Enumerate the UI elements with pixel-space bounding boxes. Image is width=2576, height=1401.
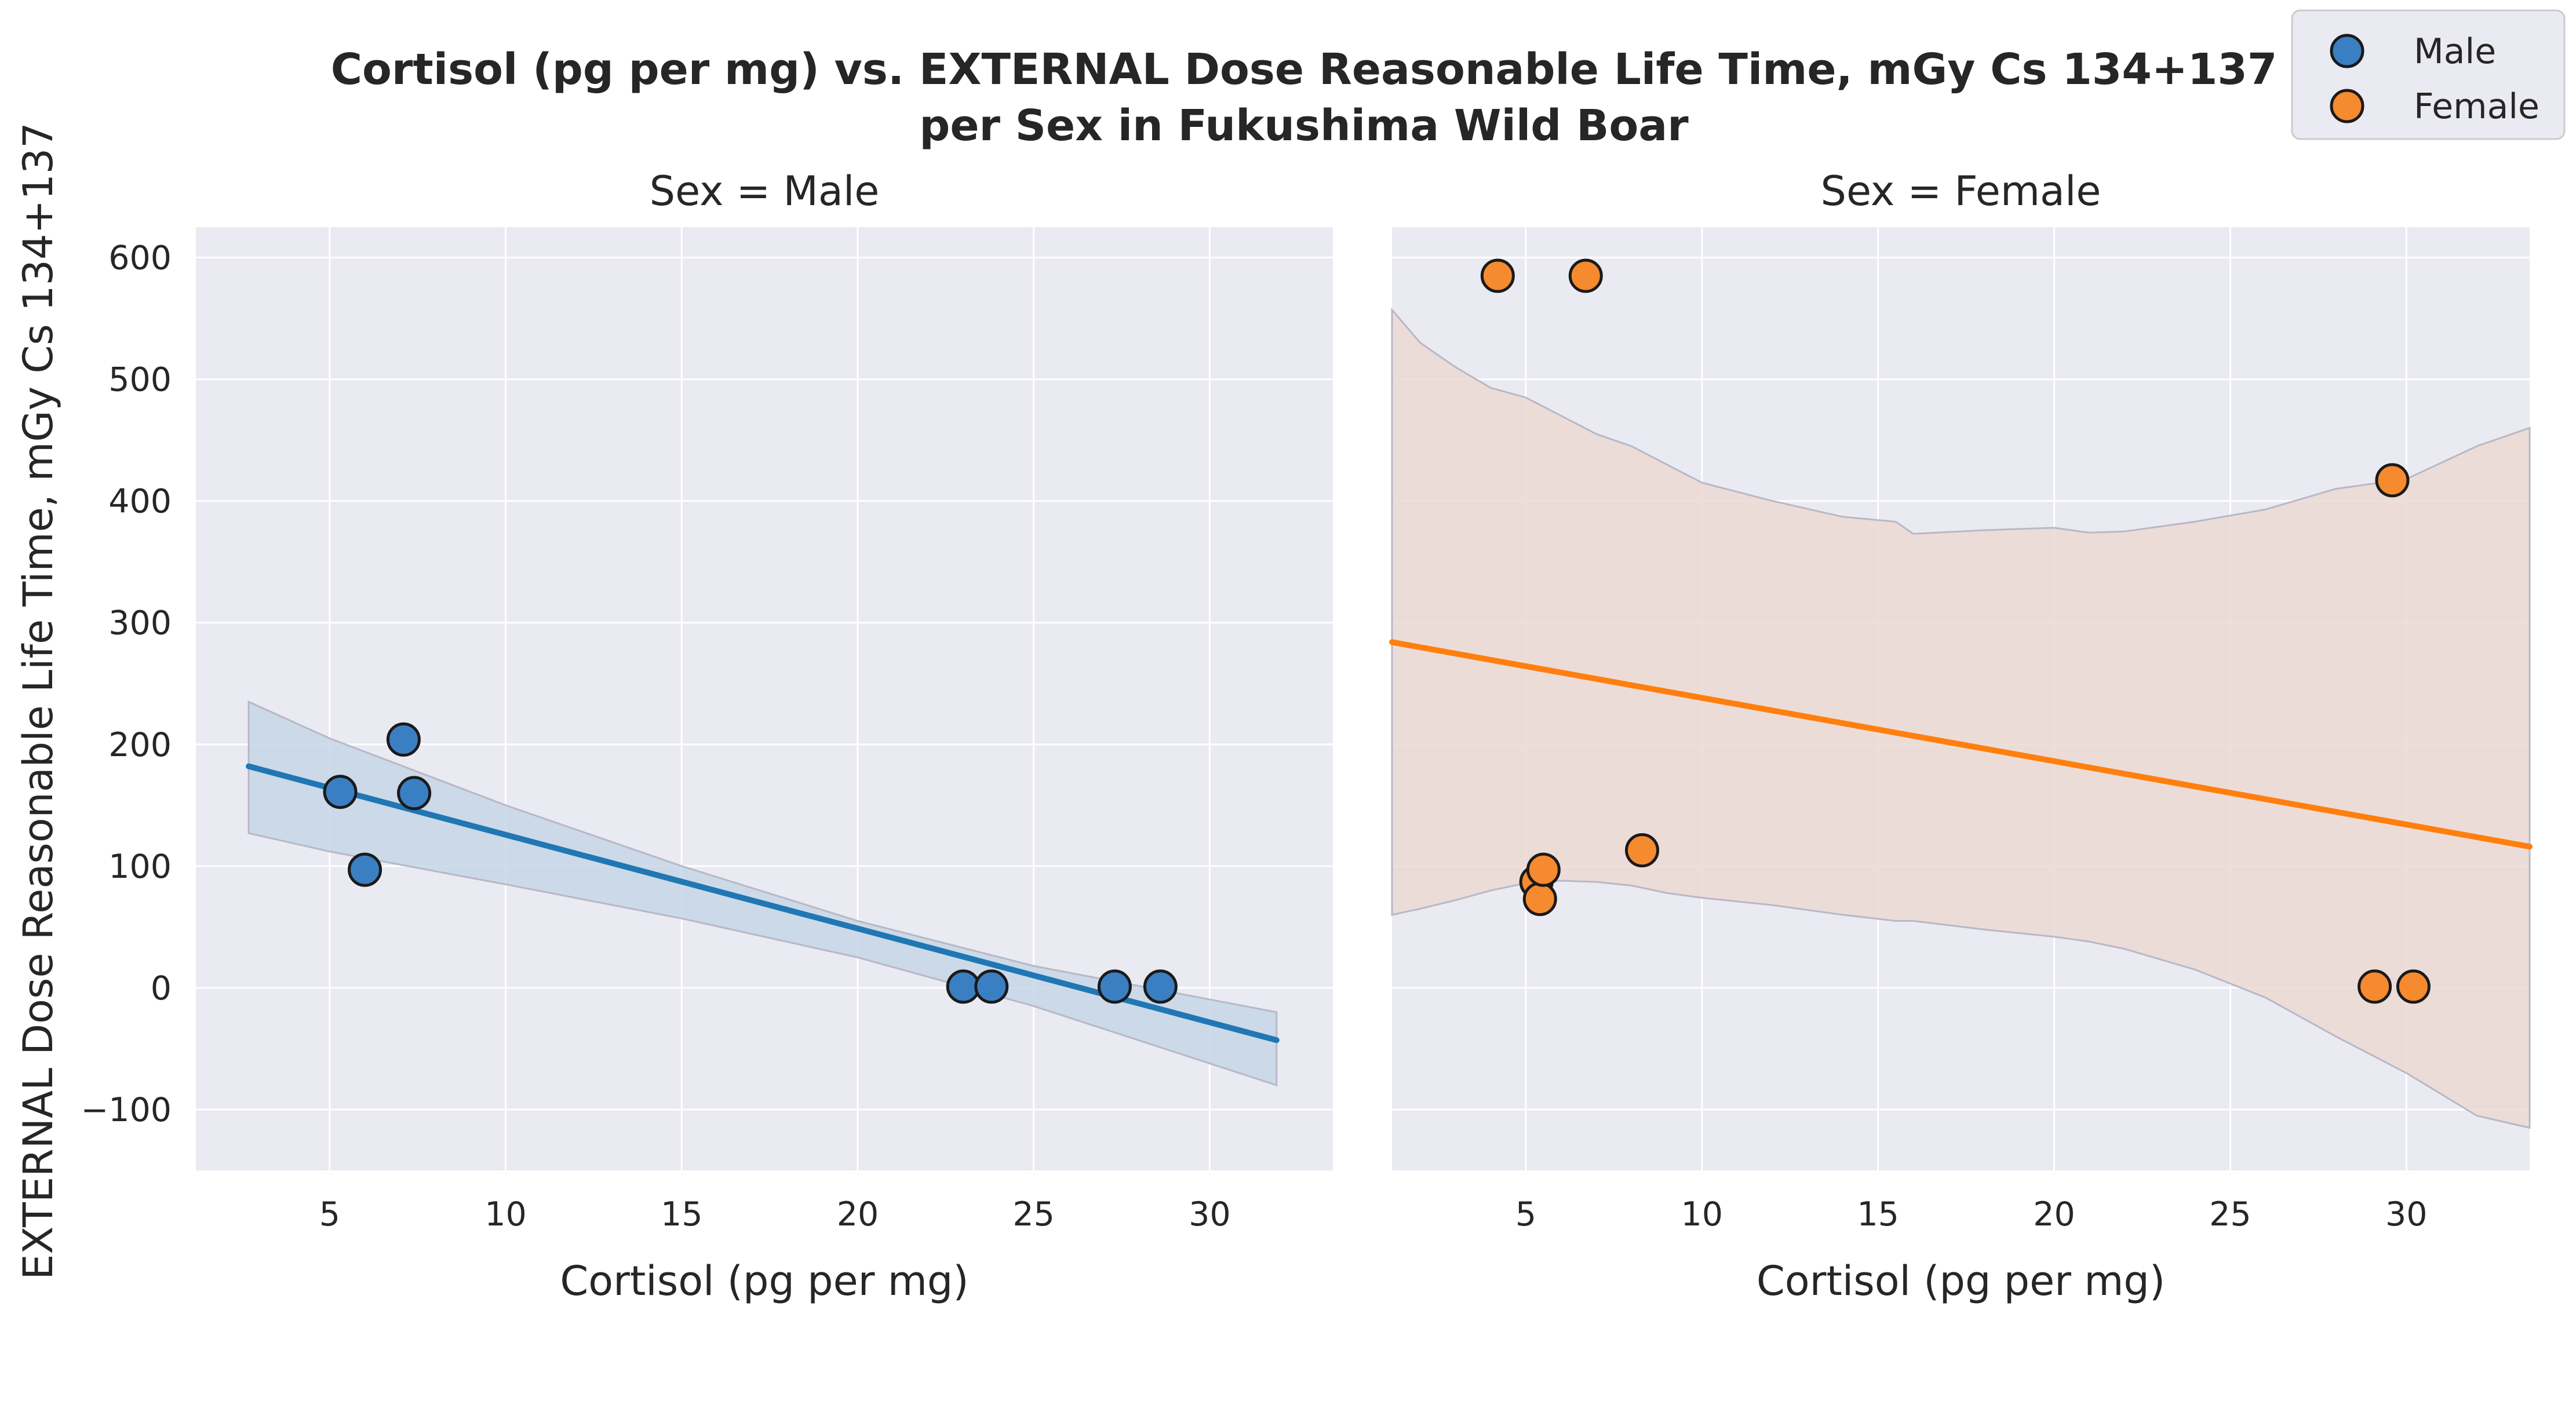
x-tick-label: 15: [661, 1195, 703, 1234]
y-tick-label: 0: [151, 969, 172, 1008]
x-tick-label: 5: [319, 1195, 340, 1234]
x-axis-label-female: Cortisol (pg per mg): [1757, 1257, 2165, 1305]
data-point-male: [974, 969, 1009, 1004]
data-point-female: [2375, 463, 2410, 498]
panel-male: 5 10 15 20 25 30 −100 0 100 200 300 400 500 600 Sex = …: [81, 167, 1333, 1305]
x-tick-label: 25: [2209, 1195, 2251, 1234]
x-tick-label: 15: [1857, 1195, 1899, 1234]
data-point-male: [397, 776, 432, 811]
y-tick-label: 300: [108, 604, 172, 643]
x-tick-label: 25: [1012, 1195, 1055, 1234]
x-tick-label: 30: [2385, 1195, 2428, 1234]
data-point-male: [386, 722, 421, 757]
data-point-male: [1097, 969, 1132, 1004]
y-tick-label: 100: [108, 848, 172, 886]
legend-marker-male: [2330, 34, 2364, 68]
x-tick-label: 10: [1681, 1195, 1724, 1234]
x-axis-label-male: Cortisol (pg per mg): [560, 1257, 968, 1305]
data-point-female: [1568, 258, 1603, 293]
y-tick-label: 600: [108, 239, 172, 278]
data-point-female: [1522, 882, 1557, 917]
chart-title-line1: Cortisol (pg per mg) vs. EXTERNAL Dose R…: [331, 45, 2278, 94]
data-point-male: [1143, 969, 1178, 1004]
data-point-female: [1624, 833, 1659, 868]
y-tick-label: 200: [108, 726, 172, 764]
x-tick-label: 20: [837, 1195, 879, 1234]
legend: Male Female: [2291, 9, 2566, 140]
data-point-female: [1526, 852, 1561, 887]
x-tick-label: 20: [2033, 1195, 2075, 1234]
x-tick-label: 5: [1515, 1195, 1536, 1234]
data-point-female: [2358, 969, 2392, 1004]
data-point-male: [348, 852, 382, 887]
x-tick-label: 10: [484, 1195, 527, 1234]
data-point-male: [323, 775, 358, 809]
data-point-female: [2396, 969, 2431, 1004]
shared-y-axis-label: EXTERNAL Dose Reasonable Life Time, mGy …: [14, 122, 62, 1280]
legend-marker-female: [2330, 89, 2364, 123]
data-point-male: [946, 969, 981, 1004]
facet-title-female: Sex = Female: [1821, 167, 2101, 215]
y-tick-label: −100: [81, 1091, 172, 1129]
confidence-band-male: [247, 700, 1278, 1087]
x-tick-label: 30: [1189, 1195, 1231, 1234]
chart-title-line2: per Sex in Fukushima Wild Boar: [919, 101, 1689, 151]
legend-label-female: Female: [2414, 86, 2539, 127]
regression-line-female: [1389, 639, 2533, 850]
data-point-female: [1480, 258, 1515, 293]
legend-label-male: Male: [2414, 31, 2496, 72]
y-tick-label: 500: [108, 361, 172, 399]
facet-title-male: Sex = Male: [650, 167, 880, 215]
panel-female: 5 10 15 20 25 30 Sex = Female Cortisol (pg per …: [1389, 167, 2533, 1305]
y-tick-label: 400: [108, 483, 172, 521]
confidence-band-female: [1391, 307, 2531, 1129]
